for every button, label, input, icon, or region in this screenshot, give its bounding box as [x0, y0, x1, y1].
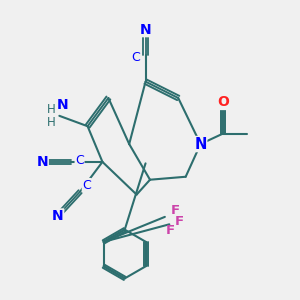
Text: O: O: [217, 95, 229, 110]
Text: N: N: [140, 22, 152, 37]
Text: F: F: [175, 215, 184, 228]
Text: H: H: [46, 103, 56, 116]
Text: C: C: [82, 178, 91, 192]
Text: C: C: [131, 51, 140, 64]
Text: N: N: [56, 98, 68, 112]
Text: N: N: [194, 136, 207, 152]
Text: N: N: [52, 209, 64, 223]
Text: C: C: [75, 154, 84, 167]
Text: F: F: [166, 224, 176, 237]
Text: F: F: [171, 204, 180, 217]
Text: N: N: [37, 155, 48, 169]
Text: H: H: [46, 116, 56, 129]
